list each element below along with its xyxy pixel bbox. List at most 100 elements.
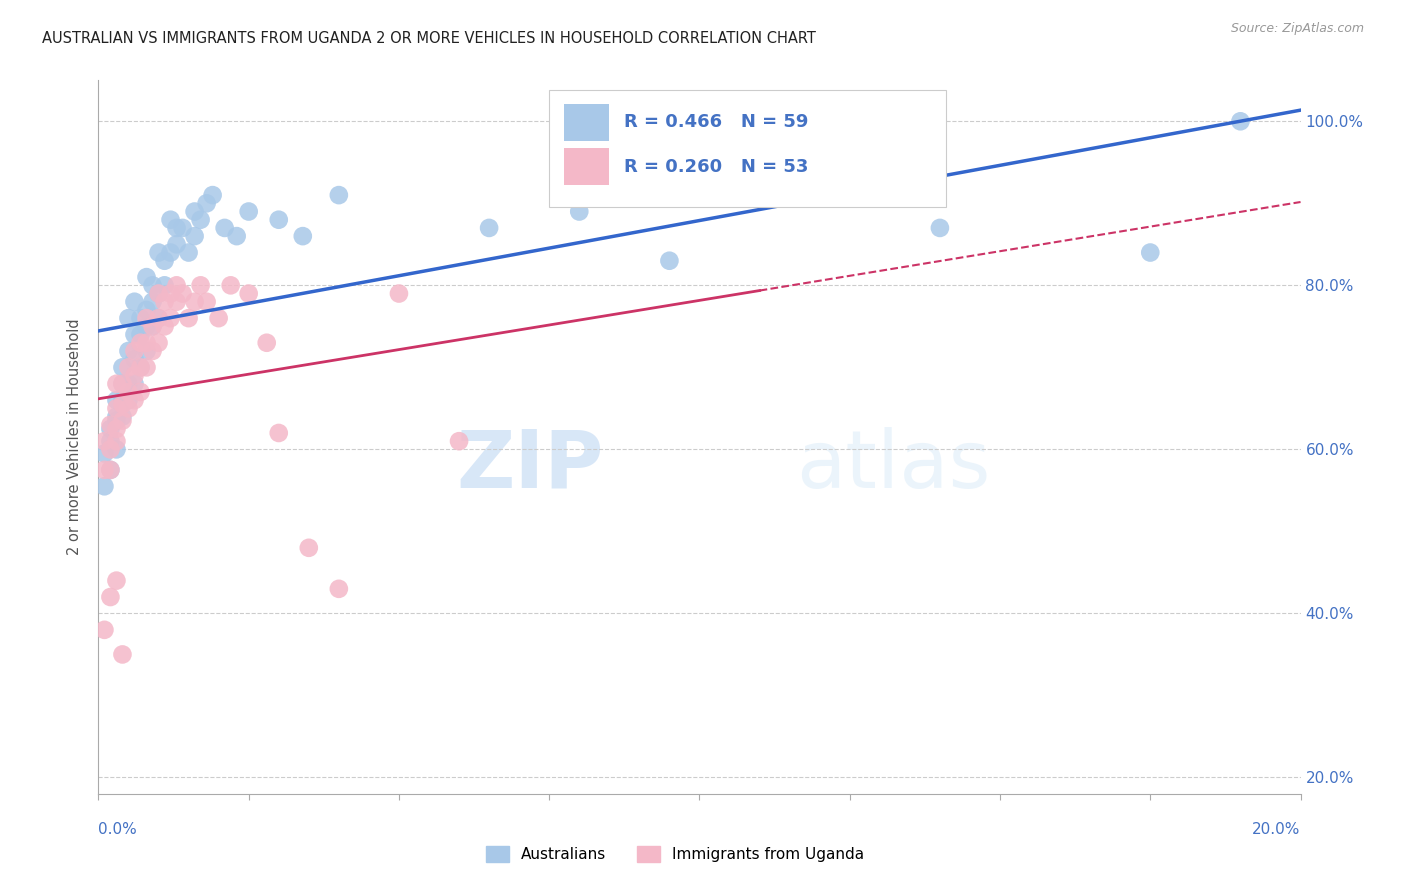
Point [129, 335, 152, 350]
Point [148, 335, 170, 350]
Point [100, 417, 122, 432]
Point [111, 409, 134, 424]
Point [124, 368, 146, 383]
Point [148, 286, 170, 301]
FancyBboxPatch shape [564, 103, 609, 141]
Point [166, 237, 188, 252]
Point [93, 434, 115, 449]
Text: atlas: atlas [796, 426, 990, 505]
Text: 20.0%: 20.0% [1253, 822, 1301, 837]
Point [117, 393, 139, 408]
Point [111, 360, 134, 375]
Point [153, 278, 176, 293]
Point [111, 648, 134, 662]
Point [105, 409, 128, 424]
Point [159, 286, 181, 301]
Point [93, 463, 115, 477]
Text: Source: ZipAtlas.com: Source: ZipAtlas.com [1230, 22, 1364, 36]
Point [195, 196, 218, 211]
Point [124, 294, 146, 309]
Point [111, 376, 134, 391]
Point [124, 393, 146, 408]
Point [135, 270, 157, 285]
Point [148, 311, 170, 326]
Text: R = 0.260   N = 53: R = 0.260 N = 53 [624, 158, 808, 176]
Point [177, 311, 200, 326]
Point [124, 343, 146, 358]
Point [135, 343, 157, 358]
Point [159, 245, 181, 260]
Point [105, 422, 128, 436]
Point [135, 302, 157, 317]
Point [117, 360, 139, 375]
Text: ZIP: ZIP [456, 426, 603, 505]
Point [172, 286, 194, 301]
Point [105, 414, 128, 428]
Point [135, 311, 157, 326]
Point [328, 188, 350, 202]
Point [1139, 245, 1161, 260]
Point [117, 401, 139, 416]
Point [177, 245, 200, 260]
Point [100, 463, 122, 477]
Point [478, 221, 501, 235]
Point [100, 442, 122, 457]
Y-axis label: 2 or more Vehicles in Household: 2 or more Vehicles in Household [67, 318, 83, 556]
Point [225, 229, 247, 244]
Point [153, 253, 176, 268]
Point [388, 286, 411, 301]
Point [141, 319, 163, 334]
Point [111, 393, 134, 408]
Point [124, 376, 146, 391]
Point [111, 397, 134, 411]
Point [153, 319, 176, 334]
Point [129, 360, 152, 375]
Point [141, 294, 163, 309]
Point [238, 204, 260, 219]
Point [166, 294, 188, 309]
Point [190, 212, 212, 227]
Point [148, 311, 170, 326]
Point [100, 590, 122, 604]
Point [129, 360, 152, 375]
Point [183, 204, 205, 219]
FancyBboxPatch shape [564, 148, 609, 186]
Point [166, 221, 188, 235]
Text: 0.0%: 0.0% [98, 822, 138, 837]
Point [658, 253, 681, 268]
Point [117, 376, 139, 391]
Point [117, 384, 139, 399]
Point [190, 278, 212, 293]
Point [153, 294, 176, 309]
Point [219, 278, 242, 293]
Point [195, 294, 218, 309]
Point [124, 327, 146, 342]
Point [201, 188, 224, 202]
Point [141, 319, 163, 334]
Point [93, 479, 115, 493]
Point [148, 245, 170, 260]
Point [117, 311, 139, 326]
Point [291, 229, 314, 244]
Point [159, 311, 181, 326]
Point [129, 384, 152, 399]
Point [328, 582, 350, 596]
Point [929, 221, 952, 235]
Text: R = 0.466   N = 59: R = 0.466 N = 59 [624, 113, 808, 131]
Point [256, 335, 278, 350]
Point [111, 376, 134, 391]
Point [100, 434, 122, 449]
Point [183, 229, 205, 244]
Point [568, 204, 591, 219]
Point [105, 393, 128, 408]
Point [135, 360, 157, 375]
Point [447, 434, 470, 449]
Point [141, 278, 163, 293]
Point [159, 212, 181, 227]
Point [117, 343, 139, 358]
Point [166, 278, 188, 293]
Legend: Australians, Immigrants from Uganda: Australians, Immigrants from Uganda [479, 840, 870, 868]
Point [129, 311, 152, 326]
Point [93, 623, 115, 637]
Point [267, 425, 290, 440]
